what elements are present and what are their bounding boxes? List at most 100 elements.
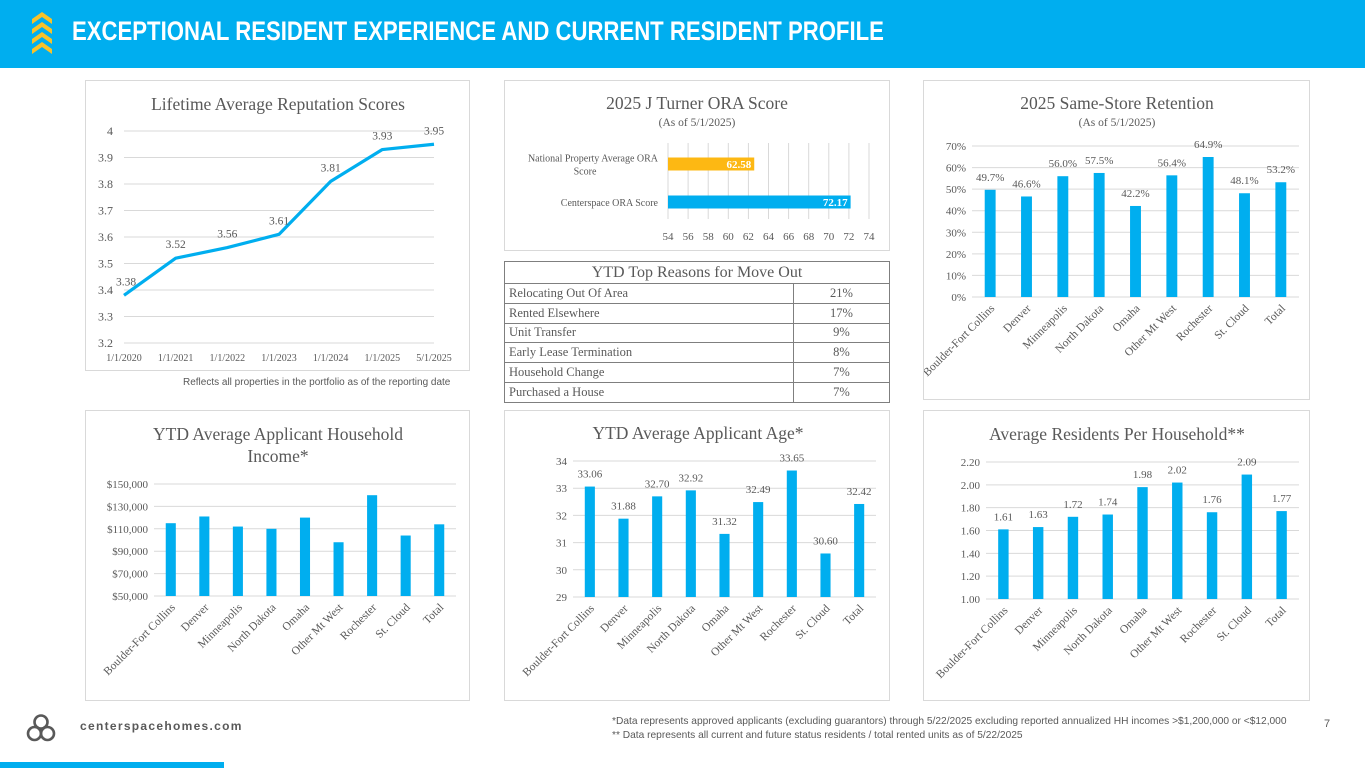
x-tick-label: 74 [864, 231, 876, 243]
y-category-label: Score [574, 167, 597, 178]
bar [333, 542, 344, 596]
chart-title: Lifetime Average Reputation Scores [151, 94, 405, 114]
data-label: 1.74 [1098, 497, 1118, 509]
data-label: 31.32 [712, 516, 737, 528]
age-chart-panel: YTD Average Applicant Age* 29 30 31 32 33 34 33… [504, 410, 890, 701]
chart-title: 2025 J Turner ORA Score [606, 93, 788, 113]
data-label: 64.9% [1194, 139, 1222, 151]
footnote-2: ** Data represents all current and futur… [612, 730, 1023, 741]
data-label: 62.58 [726, 159, 751, 171]
bar [1276, 511, 1287, 599]
bar [1102, 514, 1113, 599]
bar [1130, 205, 1141, 297]
bar [854, 503, 865, 597]
move-out-reason: Purchased a House [504, 381, 794, 403]
chart-title: YTD Average Applicant Age* [592, 423, 803, 443]
x-tick-label: Boulder-Fort Collins [521, 602, 598, 679]
x-tick-label: Total [421, 602, 446, 627]
bar [1241, 474, 1253, 599]
x-tick-label: 56 [683, 231, 695, 243]
bar [685, 490, 696, 597]
chart-title: Average Residents Per Household** [989, 424, 1245, 444]
x-tick-label: Total [841, 603, 866, 628]
data-label: 1.98 [1133, 469, 1153, 481]
bar [1021, 196, 1032, 297]
y-tick-label: 33 [556, 483, 568, 495]
x-tick-label: Total [1263, 303, 1288, 328]
data-label: 3.81 [321, 162, 341, 174]
bar [299, 517, 311, 596]
move-out-reason: Early Lease Termination [504, 342, 794, 364]
y-category-label: Centerspace ORA Score [561, 198, 659, 209]
data-label: 3.61 [269, 215, 289, 227]
bar [820, 553, 831, 597]
y-tick-label: 3.5 [98, 257, 113, 271]
data-label: 32.92 [678, 472, 703, 484]
y-tick-label: $70,000 [112, 569, 148, 581]
ora-chart-panel: 2025 J Turner ORA Score (As of 5/1/2025) 5… [504, 80, 890, 251]
x-tick-label: Denver [598, 603, 631, 636]
bar [584, 486, 595, 597]
data-label: 3.38 [116, 276, 136, 288]
x-tick-label: 1/1/2023 [261, 353, 297, 364]
table-row: Purchased a House 7% [504, 381, 890, 403]
y-tick-label: $50,000 [112, 591, 148, 603]
y-tick-label: $110,000 [107, 524, 148, 536]
bar [434, 524, 445, 596]
y-tick-label: 1.20 [961, 571, 981, 583]
y-tick-label: 3.2 [98, 336, 113, 350]
table-row: Relocating Out Of Area 21% [504, 283, 890, 304]
y-tick-label: 10% [946, 270, 966, 282]
bar [753, 502, 764, 597]
data-label: 46.6% [1012, 178, 1040, 190]
footer-accent-bar [0, 762, 224, 768]
x-tick-label: St. Cloud [374, 601, 413, 640]
y-tick-label: $130,000 [107, 501, 149, 513]
data-label: 33.06 [577, 469, 602, 481]
move-out-percent: 7% [793, 381, 890, 403]
y-tick-label: $150,000 [107, 479, 149, 491]
y-tick-label: 3.9 [98, 151, 113, 165]
income-chart-panel: YTD Average Applicant Household Income* $5… [85, 410, 470, 701]
data-label: 3.95 [424, 125, 444, 137]
data-label: 1.63 [1029, 509, 1049, 521]
x-tick-label: 1/1/2024 [313, 353, 349, 364]
y-category-label: National Property Average ORA [528, 154, 659, 165]
move-out-reason: Household Change [504, 362, 794, 383]
x-tick-label: Rochester [1174, 303, 1215, 344]
x-tick-label: 60 [723, 231, 735, 243]
bar [1206, 512, 1218, 599]
bar [1172, 482, 1183, 599]
x-tick-label: Denver [179, 602, 212, 635]
data-label: 53.2% [1267, 164, 1295, 176]
y-tick-label: 32 [556, 510, 567, 522]
data-label: 2.02 [1168, 465, 1187, 477]
x-tick-label: 5/1/2025 [416, 353, 452, 364]
move-out-percent: 8% [793, 342, 890, 364]
bar [1202, 157, 1214, 297]
chart-subtitle: (As of 5/1/2025) [659, 117, 736, 129]
y-tick-label: 30% [946, 227, 966, 239]
y-tick-label: 40% [946, 206, 966, 218]
x-tick-label: Rochester [1178, 605, 1219, 646]
bar [367, 495, 378, 596]
bar [668, 157, 755, 171]
x-tick-label: 66 [783, 231, 795, 243]
bar [984, 189, 996, 297]
centerspace-logo-icon [26, 714, 56, 742]
y-tick-label: 3.8 [98, 177, 113, 191]
header-bar: EXCEPTIONAL RESIDENT EXPERIENCE AND CURR… [0, 0, 1365, 68]
bar [1093, 172, 1105, 297]
chart-title: YTD Average Applicant Household [153, 424, 403, 444]
bar [1275, 182, 1287, 297]
footer-url[interactable]: centerspacehomes.com [80, 719, 243, 733]
move-out-percent: 21% [793, 283, 890, 304]
bar [1166, 175, 1178, 297]
x-tick-label: Denver [1001, 303, 1034, 336]
bar [998, 529, 1009, 599]
x-tick-label: Omaha [700, 603, 732, 635]
bar [199, 516, 210, 596]
x-tick-label: Denver [1013, 605, 1046, 638]
x-tick-label: Rochester [338, 602, 379, 643]
